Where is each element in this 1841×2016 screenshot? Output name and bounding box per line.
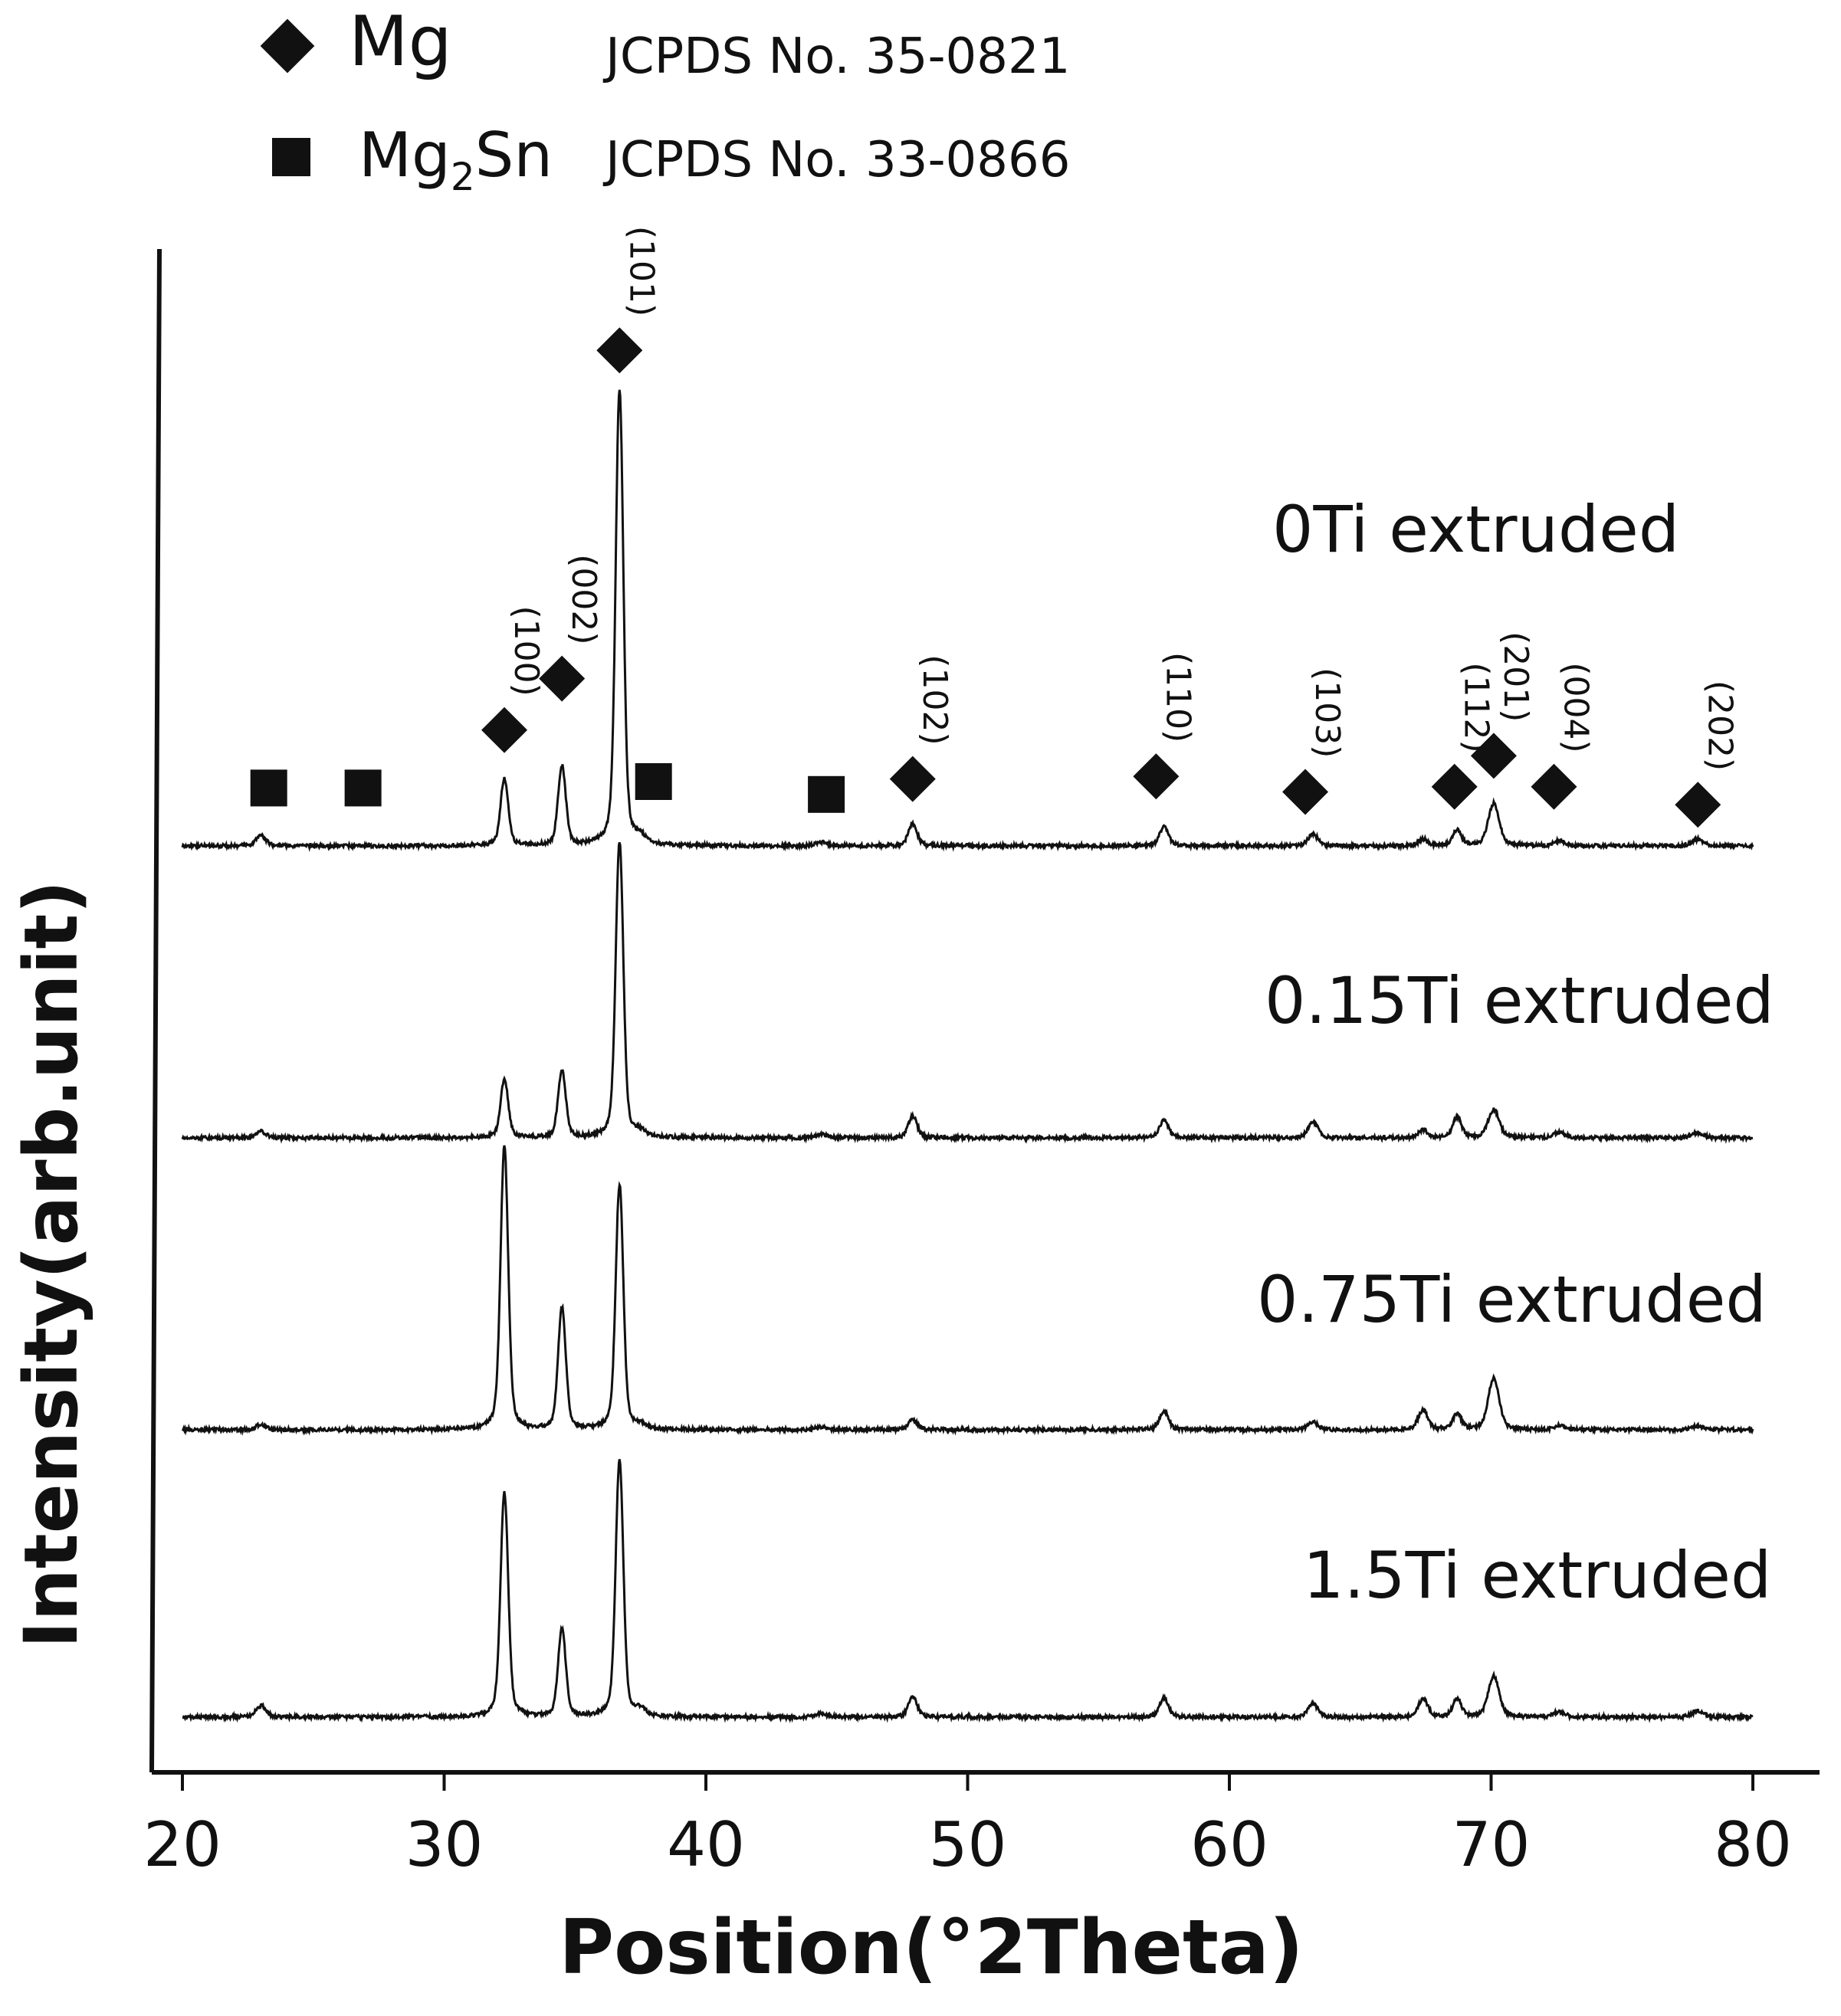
y-axis-line	[149, 248, 162, 1773]
series-label: 0Ti extruded	[1272, 492, 1679, 567]
legend-mg-label: Mg	[349, 2, 452, 82]
hkl-label: (110)	[1158, 652, 1197, 742]
x-tick-label: 30	[405, 1809, 484, 1880]
hkl-label: (103)	[1308, 667, 1347, 758]
series-line	[181, 389, 1754, 853]
x-axis-label: Position(°2Theta)	[559, 1904, 1303, 1991]
mg-diamond-marker	[1282, 769, 1329, 815]
series-labels: 0Ti extruded 0.15Ti extruded 0.75Ti extrud…	[1257, 492, 1774, 1613]
series-line	[182, 1459, 1754, 1723]
x-ticks: 20 30 40 50 60 70 80	[143, 1772, 1792, 1880]
legend-mg2sn-label-main: Mg	[359, 120, 451, 191]
mg2sn-square-marker	[808, 775, 845, 813]
legend-mg2sn-label: Mg2Sn	[359, 120, 553, 199]
y-axis-label: Intensity(arb.unit)	[8, 880, 94, 1648]
legend-mg2sn-label-suffix: Sn	[475, 120, 553, 191]
mg-diamond-marker	[1431, 763, 1478, 810]
hkl-label: (101)	[622, 226, 661, 316]
x-tick-label: 60	[1190, 1809, 1268, 1880]
hkl-label: (102)	[915, 654, 954, 745]
mg-diamond-marker	[1531, 763, 1577, 810]
legend-mg2sn-reference: JCPDS No. 33-0866	[602, 132, 1070, 188]
mg-diamond-marker	[1133, 753, 1180, 800]
legend: Mg JCPDS No. 35-0821 Mg2Sn JCPDS No. 33-…	[260, 2, 1070, 199]
x-tick-label: 40	[667, 1809, 745, 1880]
mg-diamond-marker	[1470, 733, 1517, 779]
series-line	[181, 1145, 1754, 1436]
series-label: 1.5Ti extruded	[1303, 1538, 1771, 1613]
series-label: 0.75Ti extruded	[1257, 1262, 1767, 1337]
series-group	[181, 389, 1754, 1723]
hkl-label: (202)	[1700, 680, 1739, 771]
x-tick-label: 80	[1714, 1809, 1792, 1880]
mg-diamond-marker	[539, 655, 586, 702]
legend-mg2sn-label-sub: 2	[451, 155, 475, 199]
x-tick-label: 70	[1452, 1809, 1531, 1880]
mg-diamond-marker	[889, 756, 936, 802]
x-tick-label: 20	[143, 1809, 222, 1880]
series-label: 0.15Ti extruded	[1265, 963, 1774, 1038]
mg-diamond-marker	[481, 706, 528, 753]
mg-diamond-marker	[1675, 782, 1721, 828]
mg2sn-square-marker	[344, 769, 382, 807]
mg-diamond-marker	[596, 327, 643, 374]
x-tick-label: 50	[929, 1809, 1007, 1880]
mg2sn-square-marker	[635, 763, 672, 800]
legend-mg2sn-square-icon	[272, 138, 310, 176]
hkl-label: (002)	[564, 554, 603, 644]
hkl-label: (100)	[507, 605, 546, 696]
series-line	[181, 842, 1754, 1144]
mg2sn-square-marker	[250, 769, 287, 807]
hkl-label: (004)	[1556, 662, 1595, 752]
hkl-label: (201)	[1496, 631, 1535, 722]
legend-mg-diamond-icon	[260, 18, 315, 74]
legend-mg-reference: JCPDS No. 35-0821	[602, 28, 1070, 85]
phase-markers: (100)(002)(101)(102) (110) (103) (112) (201)…	[250, 226, 1739, 828]
